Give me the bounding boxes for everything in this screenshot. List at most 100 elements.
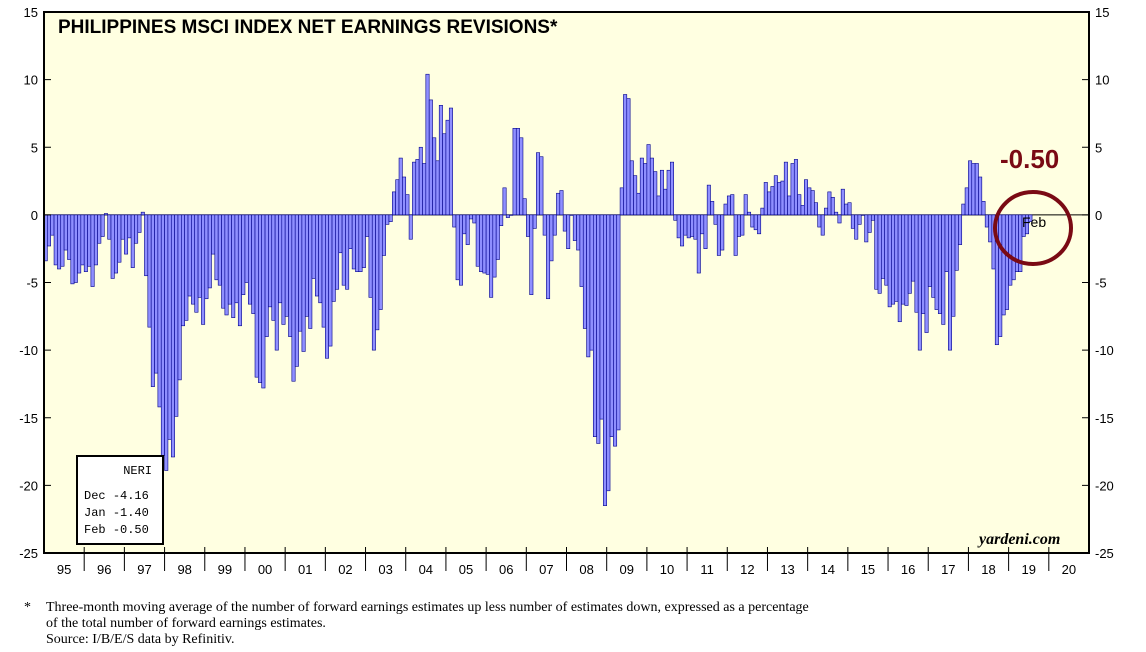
bar — [341, 214, 346, 286]
bar — [375, 214, 380, 331]
bar — [743, 194, 748, 216]
bar — [147, 214, 152, 328]
bar — [97, 214, 102, 244]
bar — [448, 107, 453, 216]
y-tick-label: 10 — [1095, 73, 1109, 88]
bar — [90, 214, 95, 287]
bar — [103, 213, 108, 216]
x-tick-label: 02 — [338, 562, 352, 577]
bar — [254, 214, 259, 378]
legend-month: Feb — [84, 523, 106, 537]
bar — [291, 214, 296, 382]
bar — [710, 201, 715, 216]
bar — [194, 214, 199, 313]
bar — [683, 214, 688, 236]
legend-month: Jan — [84, 506, 106, 520]
bar — [680, 214, 685, 247]
legend-row: Feb -0.50 — [84, 522, 149, 539]
bar — [971, 163, 976, 216]
bar — [107, 214, 112, 240]
bar — [659, 169, 664, 216]
bar — [187, 214, 192, 297]
bar — [884, 214, 889, 286]
bar — [311, 214, 316, 279]
bar — [368, 214, 373, 298]
bar — [425, 73, 430, 216]
bar — [797, 194, 802, 216]
bar-series — [43, 73, 1033, 506]
bar — [314, 214, 319, 297]
bar — [231, 214, 236, 318]
bar — [294, 214, 299, 367]
bar — [870, 214, 875, 221]
bar — [241, 214, 246, 295]
bar — [1018, 214, 1023, 272]
bar — [472, 214, 477, 224]
x-tick-label: 11 — [700, 562, 714, 577]
bar — [234, 214, 239, 304]
bar — [221, 214, 226, 309]
latest-value: -0.50 — [1000, 144, 1060, 174]
bar — [418, 146, 423, 216]
bar — [783, 161, 788, 216]
bar — [981, 201, 986, 216]
legend-value: -1.40 — [112, 506, 149, 520]
bar — [485, 214, 490, 275]
bar — [676, 214, 681, 239]
bar — [633, 175, 638, 216]
bar — [767, 191, 772, 216]
x-tick-label: 07 — [539, 562, 553, 577]
bar — [264, 214, 269, 337]
y-tick-label: 5 — [1095, 140, 1102, 155]
bar — [984, 214, 989, 228]
bar — [817, 214, 822, 228]
bar — [428, 99, 433, 216]
bar — [50, 214, 55, 236]
bar — [609, 214, 614, 437]
bar — [703, 214, 708, 249]
y-tick-label: 15 — [1095, 5, 1109, 20]
bar — [881, 214, 885, 279]
bar — [927, 214, 932, 287]
bar — [388, 214, 393, 222]
bar — [258, 214, 263, 383]
bar — [860, 214, 865, 216]
bar — [93, 214, 98, 266]
x-tick-label: 06 — [499, 562, 513, 577]
bar — [509, 214, 514, 216]
y-tick-label: -5 — [1095, 276, 1107, 291]
bar — [562, 214, 567, 232]
bar — [552, 214, 557, 236]
bar — [402, 176, 407, 216]
bar — [904, 214, 909, 306]
bar — [140, 211, 145, 216]
bar — [398, 157, 403, 216]
x-tick-label: 19 — [1021, 562, 1035, 577]
bar — [130, 214, 135, 268]
bar — [891, 214, 896, 305]
legend-month: Dec — [84, 489, 106, 503]
bar — [505, 214, 510, 218]
bar — [934, 214, 939, 310]
x-tick-label: 17 — [941, 562, 955, 577]
bar — [438, 105, 443, 216]
x-tick-label: 96 — [97, 562, 111, 577]
bar — [616, 214, 621, 431]
bar — [793, 159, 798, 216]
bar — [958, 214, 963, 245]
y-tick-label: 10 — [24, 73, 38, 88]
bar — [469, 214, 474, 220]
x-tick-label: 04 — [419, 562, 433, 577]
bar — [606, 214, 611, 492]
bar — [599, 214, 604, 420]
bar — [204, 214, 209, 300]
bar — [519, 137, 524, 216]
footnote-line: Three-month moving average of the number… — [46, 600, 809, 615]
bar — [170, 214, 175, 458]
bar — [596, 214, 601, 444]
bar — [944, 214, 949, 272]
bar — [740, 214, 745, 236]
chart-title: PHILIPPINES MSCI INDEX NET EARNINGS REVI… — [58, 17, 558, 38]
bar — [961, 203, 966, 216]
bar — [978, 176, 983, 216]
